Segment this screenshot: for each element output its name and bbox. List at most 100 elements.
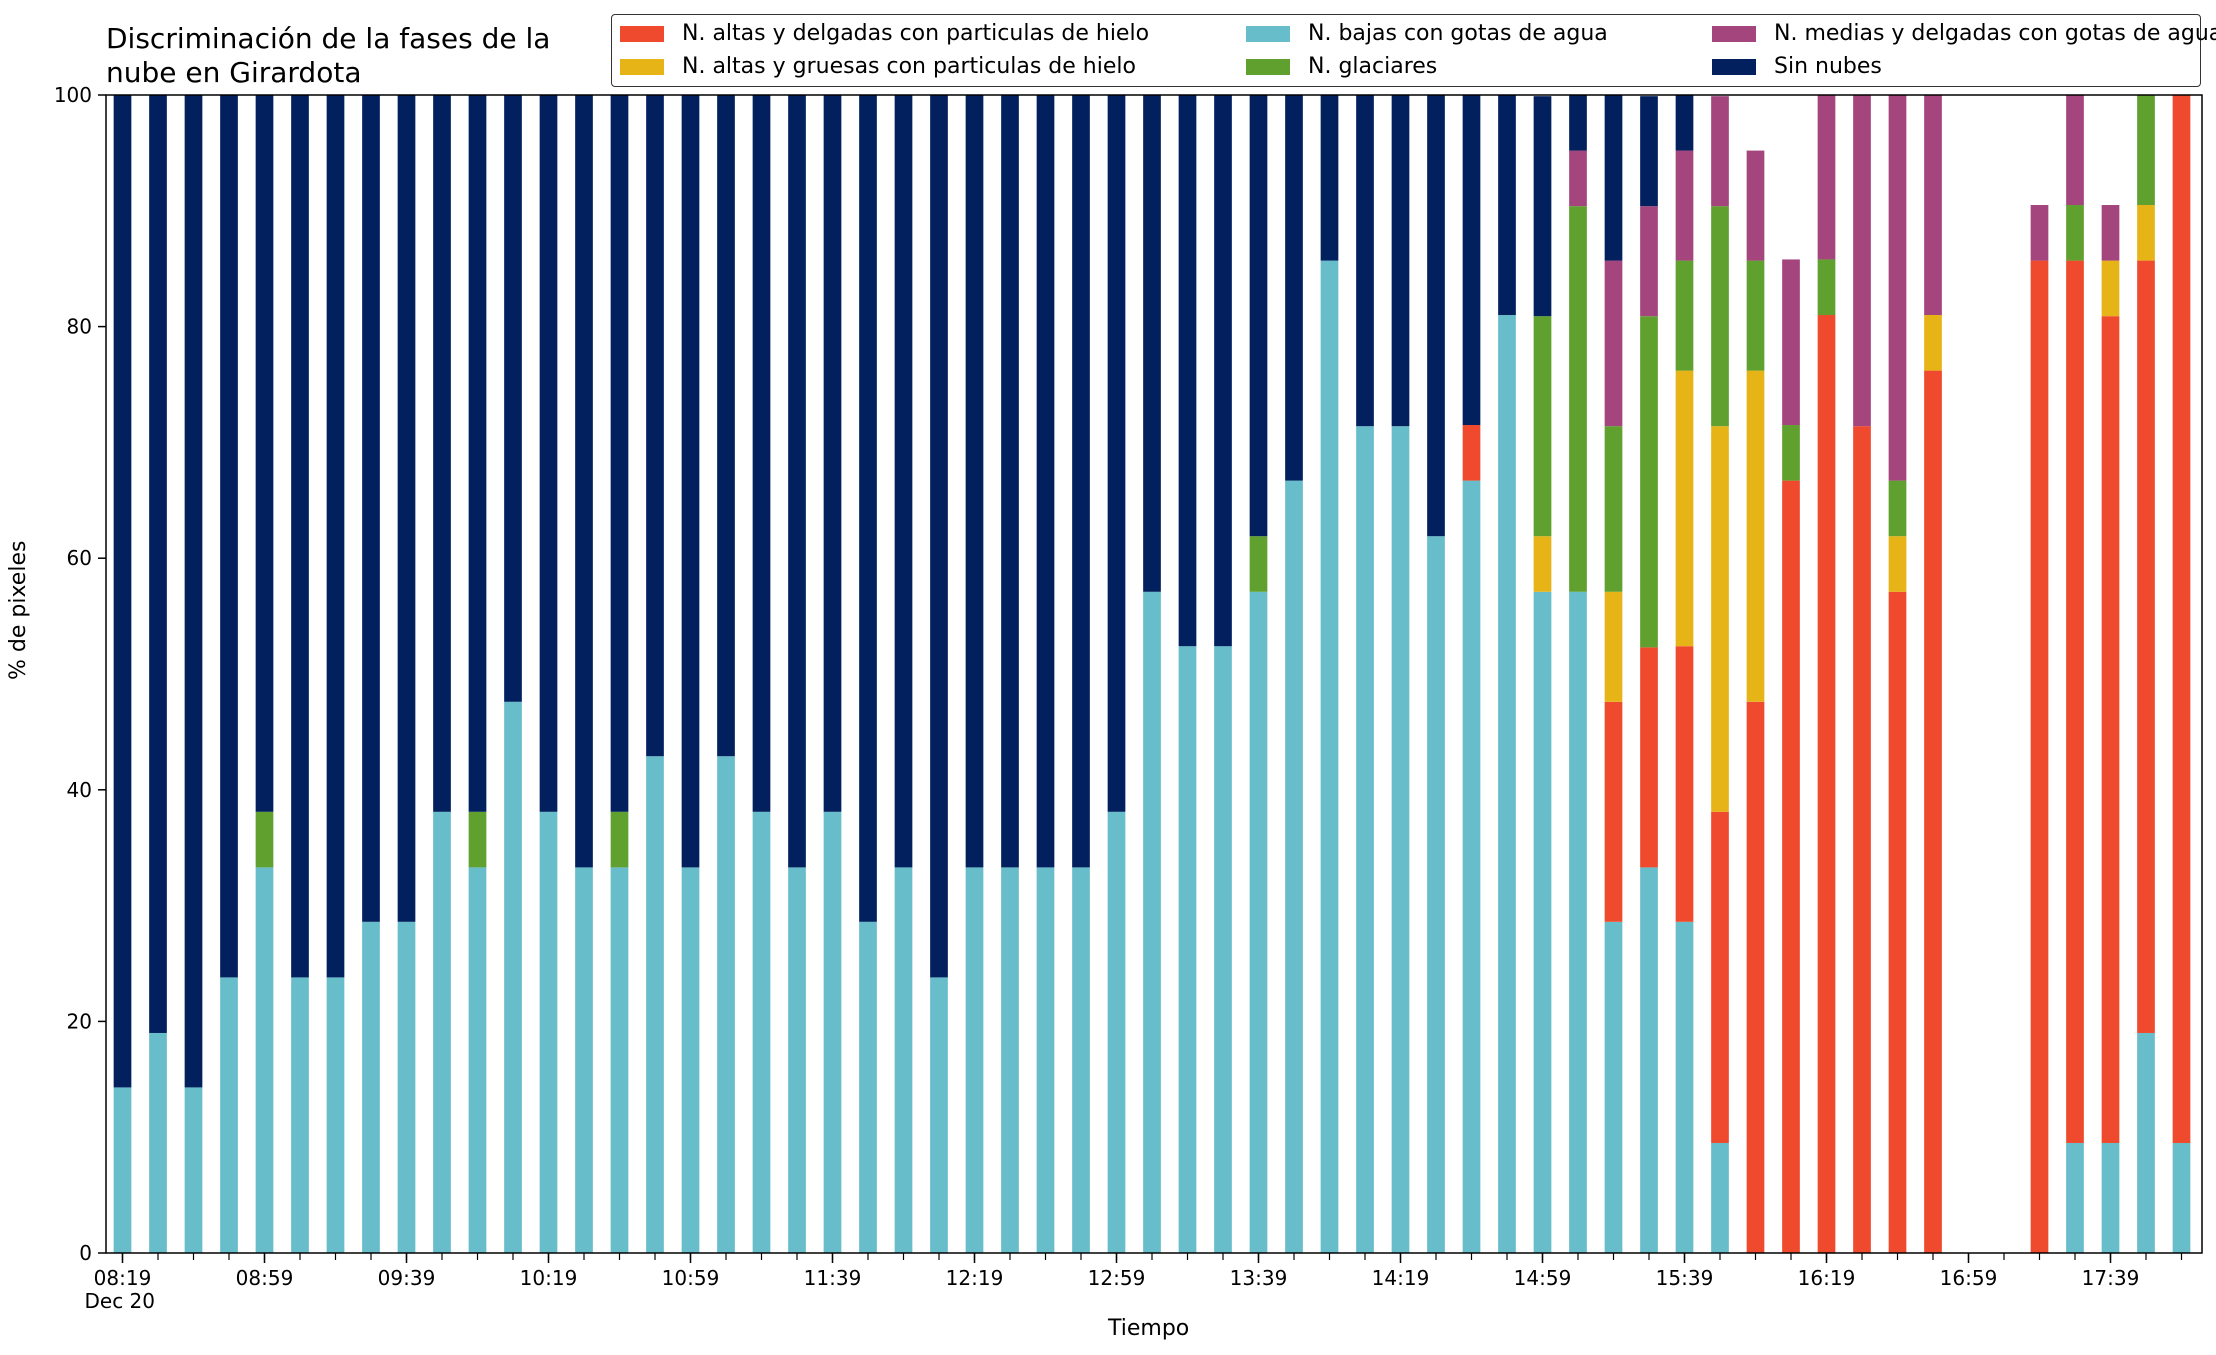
bar-segment bbox=[1320, 260, 1339, 1254]
bar-segment bbox=[1391, 426, 1410, 1253]
bar-segment bbox=[646, 95, 664, 757]
bar-segment bbox=[1249, 536, 1268, 592]
bar-segment bbox=[1640, 647, 1658, 868]
bar-segment bbox=[1604, 591, 1623, 702]
bar-segment bbox=[1604, 921, 1623, 1253]
bar-segment bbox=[2137, 95, 2155, 206]
x-tick-label: 12:59 bbox=[1088, 1266, 1146, 1290]
bar-segment bbox=[1533, 96, 1552, 317]
bar-segment bbox=[2137, 260, 2155, 1033]
bar-segment bbox=[1888, 591, 1907, 1253]
bar-segment bbox=[539, 95, 558, 812]
bar-segment bbox=[1072, 867, 1090, 1253]
bar-segment bbox=[1498, 315, 1516, 1253]
bar-segment bbox=[1817, 95, 1836, 260]
bar-segment bbox=[1640, 316, 1658, 648]
x-tick-label: 15:39 bbox=[1656, 1266, 1714, 1290]
bar-segment bbox=[2030, 205, 2049, 261]
bar-segment bbox=[1604, 95, 1623, 261]
bar-segment bbox=[859, 921, 877, 1253]
bar-segment bbox=[468, 811, 487, 868]
bar-segment bbox=[1214, 95, 1232, 647]
bar-segment bbox=[1888, 95, 1907, 481]
bar-segment bbox=[2101, 316, 2120, 1143]
bar-segment bbox=[610, 867, 629, 1253]
bar-segment bbox=[2137, 1032, 2155, 1253]
bar-segment bbox=[1143, 95, 1161, 592]
bar-segment bbox=[113, 95, 132, 1088]
bar-segment bbox=[1817, 259, 1836, 316]
x-tick-label: 11:39 bbox=[804, 1266, 862, 1290]
x-tick-label: 17:39 bbox=[2082, 1266, 2140, 1290]
x-date-label: Dec 20 bbox=[85, 1289, 156, 1313]
bar-segment bbox=[1711, 811, 1729, 1143]
bar-segment bbox=[397, 921, 416, 1253]
chart-title: Discriminación de la fases de la nube en… bbox=[106, 22, 551, 89]
bar-segment bbox=[113, 1087, 132, 1253]
x-tick-label: 16:59 bbox=[1940, 1266, 1998, 1290]
bar-segment bbox=[717, 756, 735, 1253]
legend-label: N. bajas con gotas de agua bbox=[1308, 21, 1608, 46]
bar-segment bbox=[646, 756, 664, 1253]
bar-segment bbox=[681, 867, 700, 1253]
bar-segment bbox=[1249, 95, 1268, 537]
bar-segment bbox=[1356, 95, 1374, 427]
legend-swatch bbox=[620, 25, 664, 42]
bar-segment bbox=[291, 977, 309, 1253]
bar-segment bbox=[1640, 206, 1658, 317]
bar-segment bbox=[362, 95, 380, 922]
x-tick-label: 14:59 bbox=[1514, 1266, 1572, 1290]
bar-segment bbox=[1178, 95, 1197, 647]
legend-swatch bbox=[1712, 25, 1756, 42]
bar-segment bbox=[1675, 260, 1694, 371]
bar-segment bbox=[1853, 426, 1871, 1253]
bar-segment bbox=[2101, 260, 2120, 317]
legend-swatch bbox=[1246, 25, 1290, 42]
x-tick-label: 16:19 bbox=[1798, 1266, 1856, 1290]
legend-swatch bbox=[620, 58, 664, 75]
bar-segment bbox=[610, 95, 629, 812]
legend-label: Sin nubes bbox=[1774, 54, 1882, 79]
bar-segment bbox=[1675, 95, 1694, 151]
bar-segment bbox=[1888, 480, 1907, 537]
bar-segment bbox=[1391, 95, 1410, 427]
x-tick-label: 13:39 bbox=[1230, 1266, 1288, 1290]
bar-segment bbox=[255, 95, 274, 812]
y-tick-label: 20 bbox=[67, 1009, 92, 1033]
bar-segment bbox=[930, 95, 948, 978]
bar-segment bbox=[539, 811, 558, 1253]
legend: N. altas y delgadas con particulas de hi… bbox=[611, 14, 2216, 87]
bar-segment bbox=[1640, 96, 1658, 207]
bar-segment bbox=[823, 95, 842, 812]
bar-segment bbox=[2066, 1142, 2084, 1253]
bar-segment bbox=[220, 977, 238, 1253]
bar-segment bbox=[1746, 370, 1765, 702]
bar-segment bbox=[1533, 591, 1552, 1253]
bar-segment bbox=[1427, 536, 1445, 1253]
y-tick-label: 100 bbox=[54, 83, 92, 107]
bar-segment bbox=[2101, 1142, 2120, 1253]
legend-label: N. medias y delgadas con gotas de agua bbox=[1774, 21, 2216, 46]
x-axis-label: Tiempo bbox=[1108, 1316, 1190, 1341]
y-tick-label: 40 bbox=[67, 778, 92, 802]
bar-segment bbox=[1711, 206, 1729, 427]
bar-segment bbox=[362, 921, 380, 1253]
bar-segment bbox=[504, 701, 522, 1253]
legend-item: N. altas y delgadas con particulas de hi… bbox=[620, 21, 1149, 46]
bar-segment bbox=[1782, 425, 1800, 481]
x-tick-label: 12:19 bbox=[946, 1266, 1004, 1290]
bar-segment bbox=[2137, 205, 2155, 261]
bar-segment bbox=[788, 867, 806, 1253]
bar-segment bbox=[1569, 95, 1587, 151]
legend-label: N. altas y gruesas con particulas de hie… bbox=[682, 54, 1136, 79]
x-tick-label: 14:19 bbox=[1372, 1266, 1430, 1290]
bar-segment bbox=[1746, 150, 1765, 261]
bar-segment bbox=[1036, 95, 1055, 868]
bar-segment bbox=[1107, 95, 1126, 812]
y-axis-label: % de pixeles bbox=[6, 540, 31, 680]
bar-segment bbox=[1001, 95, 1019, 868]
bar-segment bbox=[184, 95, 203, 1088]
legend-label: N. glaciares bbox=[1308, 54, 1438, 79]
bar-segment bbox=[1711, 1142, 1729, 1253]
bar-segment bbox=[1569, 591, 1587, 1253]
